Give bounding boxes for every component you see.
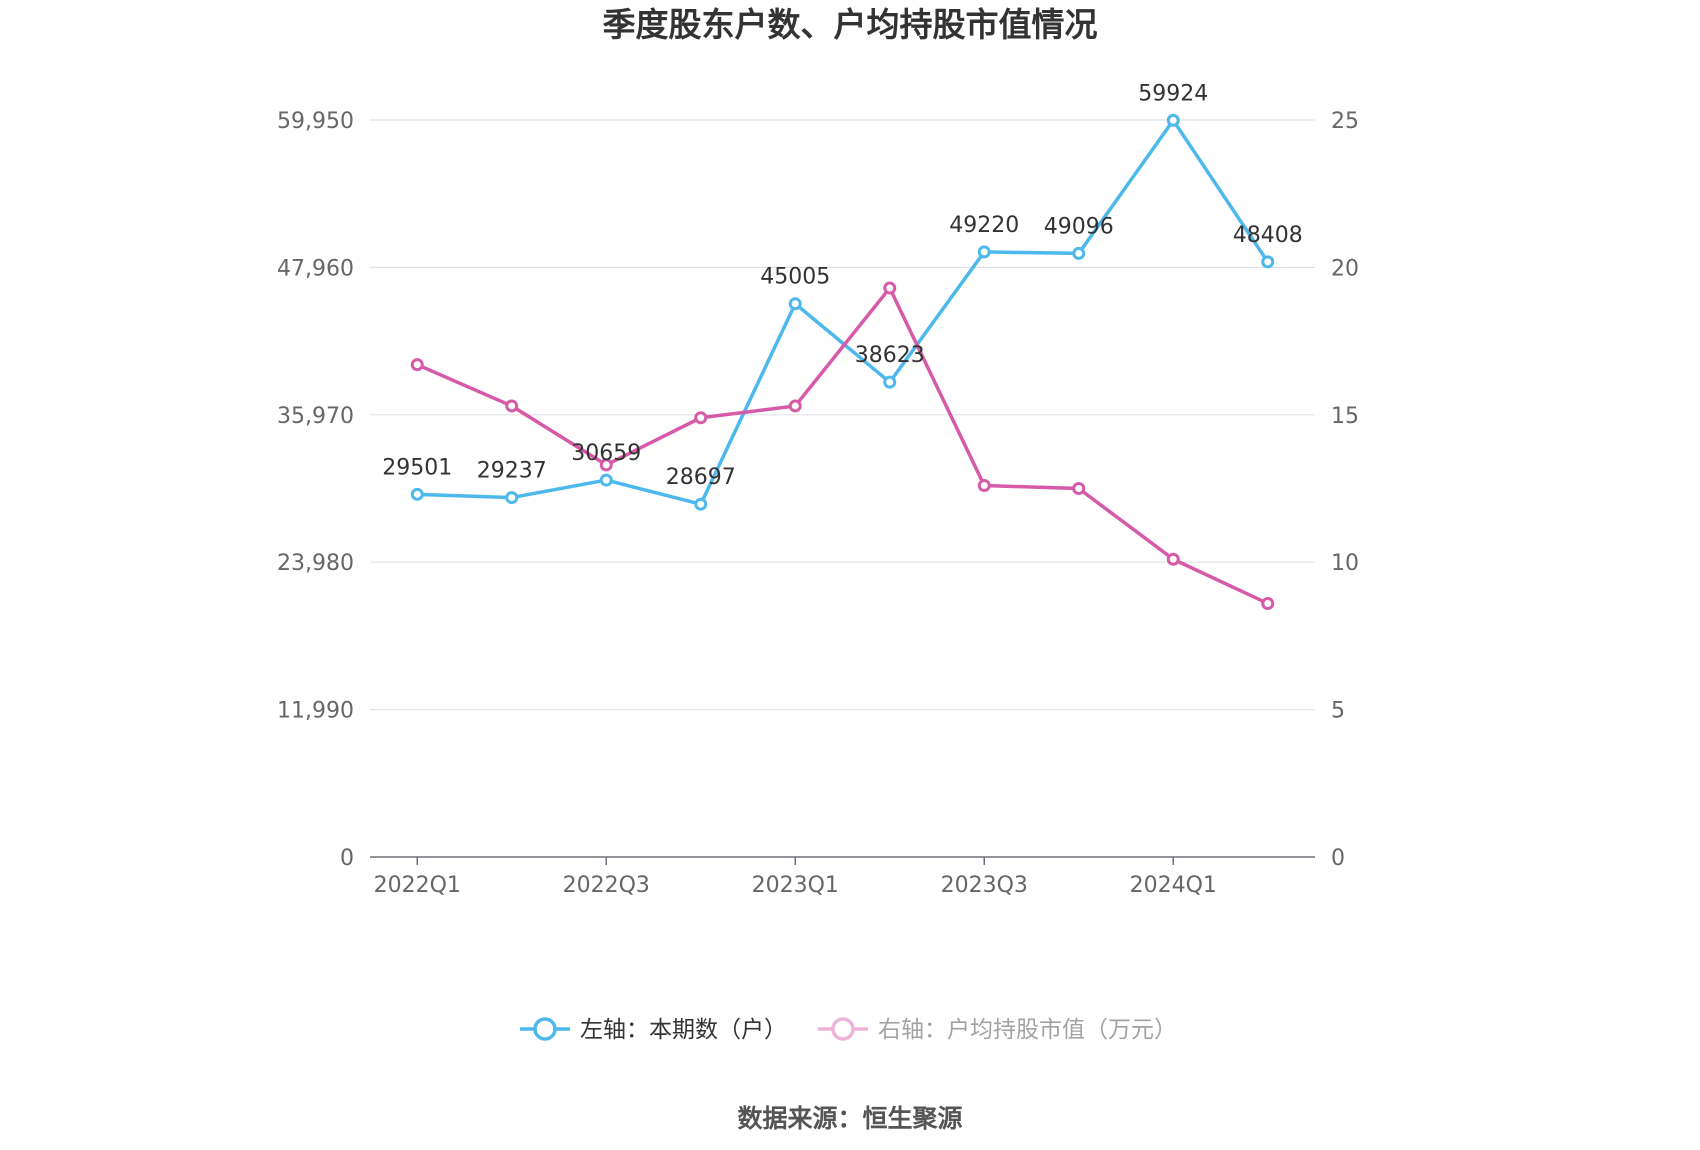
data-label: 29501 — [382, 455, 452, 480]
avg-holding-value-point[interactable] — [505, 399, 519, 413]
holders-count-point[interactable] — [977, 245, 991, 259]
right-axis-tick-label: 0 — [1331, 846, 1345, 871]
avg-holding-value-point[interactable] — [1072, 482, 1086, 495]
holders-count-point[interactable] — [599, 473, 613, 487]
left-axis-tick-label: 0 — [340, 846, 354, 871]
data-label: 29237 — [477, 459, 547, 484]
avg-holding-value-point[interactable] — [1166, 552, 1180, 566]
data-label: 59924 — [1138, 81, 1208, 106]
avg-holding-value-point[interactable] — [883, 281, 897, 295]
left-axis-tick-label: 11,990 — [277, 699, 354, 724]
legend-label: 右轴：户均持股市值（万元） — [878, 1017, 1177, 1043]
x-axis-tick-label: 2022Q3 — [563, 873, 650, 898]
left-axis-tick-label: 59,950 — [277, 109, 354, 134]
holders-count-point[interactable] — [1166, 113, 1180, 127]
data-label: 38623 — [855, 343, 925, 368]
left-axis-tick-label: 23,980 — [277, 551, 354, 576]
x-axis-tick-label: 2023Q1 — [752, 873, 839, 898]
holders-count-point[interactable] — [1072, 246, 1086, 260]
data-labels: 29501 29237 30659 28697 45005 38623 49220 49096… — [382, 81, 1303, 490]
holders-count-line — [417, 118, 1270, 506]
right-axis-tick-label: 25 — [1331, 109, 1359, 134]
chart-title: 季度股东户数、户均持股市值情况 — [603, 5, 1098, 44]
x-axis-tick-label: 2024Q1 — [1130, 873, 1217, 898]
holders-count-point[interactable] — [694, 497, 708, 511]
left-axis-tick-label: 47,960 — [277, 256, 354, 281]
x-axis-tick-label: 2022Q1 — [374, 873, 461, 898]
holders-count-point[interactable] — [410, 487, 424, 501]
avg-holding-value-point[interactable] — [1261, 596, 1275, 610]
holders-count-point[interactable] — [883, 375, 897, 389]
avg-holding-value-line — [416, 286, 1269, 606]
avg-holding-value-point[interactable] — [977, 479, 991, 493]
avg-holding-value-point[interactable] — [599, 458, 613, 472]
axes: 011,99023,98035,97047,96059,950051015202… — [277, 109, 1359, 898]
avg-holding-value-point[interactable] — [694, 411, 708, 425]
data-label: 45005 — [760, 265, 830, 290]
x-axis-tick-label: 2023Q3 — [941, 873, 1028, 898]
data-label: 28697 — [666, 465, 736, 490]
avg-holding-value-point[interactable] — [788, 399, 802, 413]
series-lines — [410, 113, 1275, 610]
right-axis-tick-label: 10 — [1331, 551, 1359, 576]
avg-holding-value-point[interactable] — [410, 358, 424, 372]
gridlines — [370, 119, 1315, 711]
left-axis-tick-label: 35,970 — [277, 404, 354, 429]
source-note: 数据来源：恒生聚源 — [737, 1104, 962, 1133]
data-label: 30659 — [571, 441, 641, 466]
legend-label: 左轴：本期数（户） — [580, 1017, 787, 1043]
legend-item[interactable]: 右轴：户均持股市值（万元） — [818, 1017, 1177, 1043]
right-axis-tick-label: 20 — [1331, 256, 1359, 281]
legend-marker-icon — [831, 1017, 855, 1041]
holders-count-point[interactable] — [505, 491, 519, 505]
data-label: 49096 — [1044, 214, 1114, 239]
legend[interactable]: 左轴：本期数（户） 右轴：户均持股市值（万元） — [520, 1017, 1177, 1043]
legend-marker-icon — [533, 1017, 557, 1041]
legend-item[interactable]: 左轴：本期数（户） — [520, 1017, 787, 1043]
data-label: 49220 — [949, 213, 1019, 238]
right-axis-tick-label: 5 — [1331, 699, 1345, 724]
data-label: 48408 — [1233, 223, 1303, 248]
holders-count-point[interactable] — [1261, 255, 1275, 269]
holders-count-point[interactable] — [788, 297, 802, 311]
right-axis-tick-label: 15 — [1331, 404, 1359, 429]
